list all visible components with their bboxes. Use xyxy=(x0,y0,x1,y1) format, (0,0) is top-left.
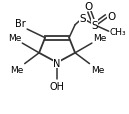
Text: S: S xyxy=(91,21,98,30)
Text: Br: Br xyxy=(15,19,26,29)
Text: O: O xyxy=(107,11,116,21)
Text: Me: Me xyxy=(91,65,104,74)
Text: N: N xyxy=(53,58,61,68)
Text: Me: Me xyxy=(93,34,106,43)
Text: S: S xyxy=(80,14,86,23)
Text: OH: OH xyxy=(50,81,65,91)
Text: O: O xyxy=(84,2,92,12)
Text: Me: Me xyxy=(8,34,21,43)
Text: CH₃: CH₃ xyxy=(110,27,127,36)
Text: Me: Me xyxy=(10,65,23,74)
